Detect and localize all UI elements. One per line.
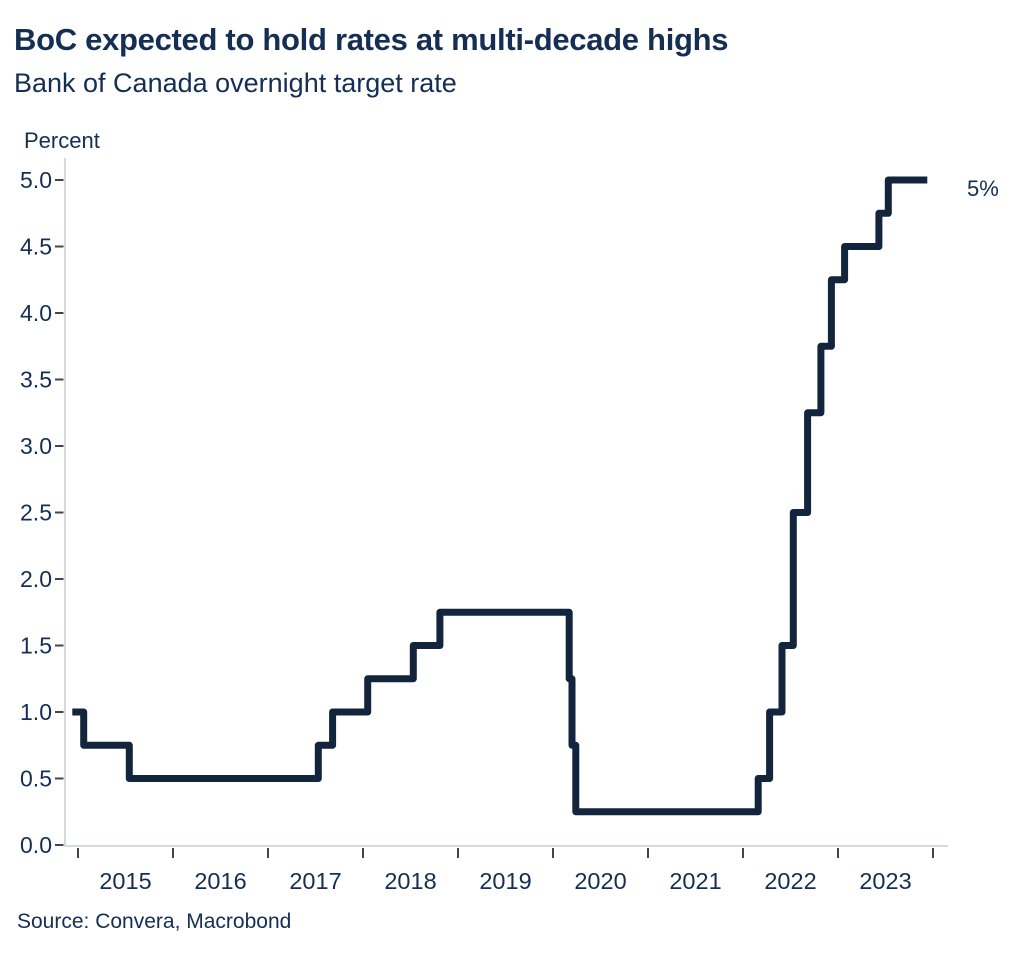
x-year-label: 2020 bbox=[574, 868, 626, 894]
rate-step-line bbox=[72, 176, 928, 816]
x-year-label: 2015 bbox=[99, 868, 151, 894]
y-tick-label: 5.0 bbox=[20, 167, 52, 193]
x-year-label: 2018 bbox=[384, 868, 436, 894]
y-tick-label: 2.5 bbox=[20, 500, 52, 526]
y-tick-label: 0.0 bbox=[20, 832, 52, 858]
y-tick-label: 4.5 bbox=[20, 234, 52, 260]
end-value-label: 5% bbox=[967, 176, 999, 201]
y-tick-label: 0.5 bbox=[20, 766, 52, 792]
x-year-label: 2017 bbox=[289, 868, 341, 894]
y-tick-label: 1.0 bbox=[20, 699, 52, 725]
y-axis-unit-label: Percent bbox=[24, 128, 100, 153]
y-tick-label: 3.0 bbox=[20, 433, 52, 459]
x-year-label: 2021 bbox=[669, 868, 721, 894]
x-year-label: 2023 bbox=[859, 868, 911, 894]
y-tick-label: 3.5 bbox=[20, 367, 52, 393]
x-year-label: 2022 bbox=[764, 868, 816, 894]
y-tick-label: 4.0 bbox=[20, 300, 52, 326]
x-year-label: 2019 bbox=[479, 868, 531, 894]
chart-subtitle: Bank of Canada overnight target rate bbox=[14, 68, 457, 98]
x-year-label: 2016 bbox=[194, 868, 246, 894]
y-tick-label: 1.5 bbox=[20, 633, 52, 659]
chart-title: BoC expected to hold rates at multi-deca… bbox=[14, 22, 729, 57]
y-tick-label: 2.0 bbox=[20, 566, 52, 592]
source-note: Source: Convera, Macrobond bbox=[17, 910, 292, 933]
